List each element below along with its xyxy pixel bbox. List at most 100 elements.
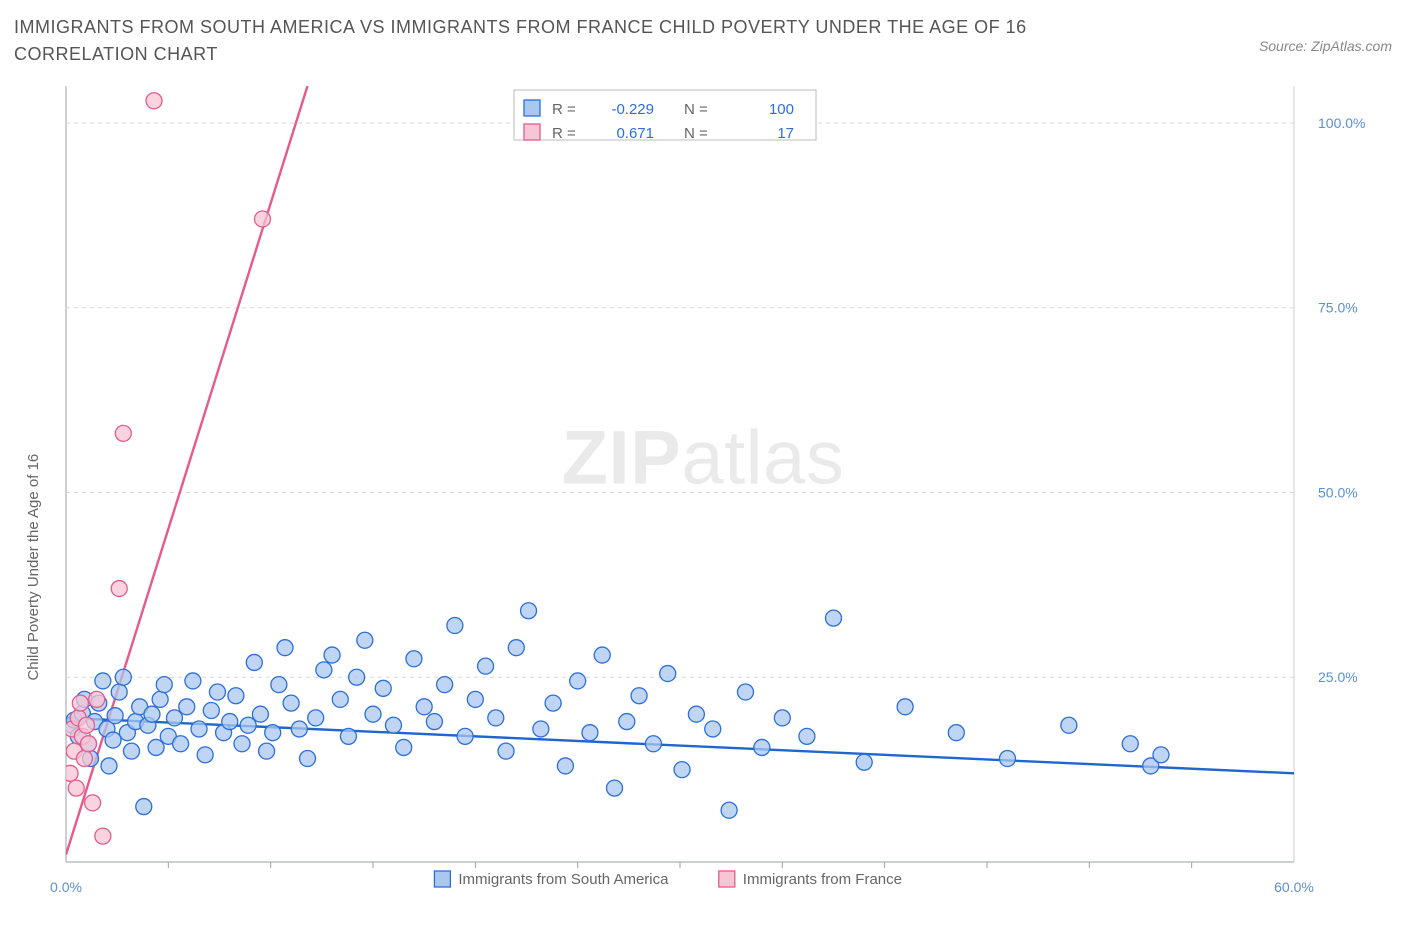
point-south_america (521, 603, 537, 619)
point-south_america (252, 706, 268, 722)
point-south_america (191, 721, 207, 737)
point-south_america (105, 732, 121, 748)
svg-text:R =: R = (552, 101, 576, 118)
legend-swatch (434, 871, 450, 887)
point-south_america (737, 684, 753, 700)
point-south_america (508, 640, 524, 656)
legend-label: Immigrants from South America (458, 871, 669, 888)
point-south_america (222, 714, 238, 730)
point-south_america (246, 654, 262, 670)
point-south_america (594, 647, 610, 663)
point-south_america (277, 640, 293, 656)
point-south_america (107, 708, 123, 724)
point-south_america (999, 751, 1015, 767)
point-south_america (265, 725, 281, 741)
point-south_america (197, 747, 213, 763)
point-south_america (416, 699, 432, 715)
point-south_america (688, 706, 704, 722)
point-south_america (101, 758, 117, 774)
point-south_america (283, 695, 299, 711)
point-france (81, 736, 97, 752)
svg-text:75.0%: 75.0% (1318, 300, 1358, 316)
point-south_america (754, 739, 770, 755)
point-south_america (1153, 747, 1169, 763)
point-south_america (209, 684, 225, 700)
point-south_america (234, 736, 250, 752)
point-south_america (457, 728, 473, 744)
point-france (85, 795, 101, 811)
point-south_america (95, 673, 111, 689)
legend-label: Immigrants from France (743, 871, 902, 888)
svg-text:0.671: 0.671 (616, 125, 654, 142)
point-south_america (426, 714, 442, 730)
point-south_america (385, 717, 401, 733)
point-south_america (774, 710, 790, 726)
point-south_america (136, 799, 152, 815)
point-france (76, 751, 92, 767)
point-france (115, 425, 131, 441)
svg-text:100: 100 (769, 101, 794, 118)
svg-text:N =: N = (684, 125, 708, 142)
point-france (78, 717, 94, 733)
point-south_america (173, 736, 189, 752)
point-south_america (316, 662, 332, 678)
svg-text:-0.229: -0.229 (611, 101, 654, 118)
point-south_america (660, 666, 676, 682)
point-south_america (365, 706, 381, 722)
point-south_america (1122, 736, 1138, 752)
point-south_america (582, 725, 598, 741)
point-south_america (185, 673, 201, 689)
point-south_america (631, 688, 647, 704)
point-south_america (396, 739, 412, 755)
point-south_america (291, 721, 307, 737)
point-south_america (144, 706, 160, 722)
svg-text:Child Poverty Under the Age of: Child Poverty Under the Age of 16 (25, 454, 42, 681)
point-south_america (1061, 717, 1077, 733)
point-south_america (799, 728, 815, 744)
point-south_america (406, 651, 422, 667)
point-south_america (721, 802, 737, 818)
svg-text:100.0%: 100.0% (1318, 115, 1365, 131)
point-south_america (447, 618, 463, 634)
point-south_america (357, 632, 373, 648)
chart-title: IMMIGRANTS FROM SOUTH AMERICA VS IMMIGRA… (14, 14, 1134, 68)
point-south_america (705, 721, 721, 737)
point-south_america (203, 702, 219, 718)
point-south_america (152, 691, 168, 707)
svg-text:R =: R = (552, 125, 576, 142)
point-south_america (228, 688, 244, 704)
point-france (146, 93, 162, 109)
point-south_america (324, 647, 340, 663)
svg-text:50.0%: 50.0% (1318, 484, 1358, 500)
point-south_america (557, 758, 573, 774)
point-france (62, 765, 78, 781)
point-south_america (375, 680, 391, 696)
svg-text:0.0%: 0.0% (50, 879, 82, 895)
point-south_america (619, 714, 635, 730)
svg-text:17: 17 (777, 125, 794, 142)
point-south_america (349, 669, 365, 685)
point-south_america (259, 743, 275, 759)
point-france (254, 211, 270, 227)
point-south_america (948, 725, 964, 741)
point-south_america (478, 658, 494, 674)
point-south_america (645, 736, 661, 752)
point-south_america (308, 710, 324, 726)
point-south_america (607, 780, 623, 796)
svg-text:60.0%: 60.0% (1274, 879, 1314, 895)
point-france (89, 691, 105, 707)
point-south_america (123, 743, 139, 759)
point-france (95, 828, 111, 844)
point-south_america (856, 754, 872, 770)
point-south_america (179, 699, 195, 715)
point-france (68, 780, 84, 796)
point-south_america (897, 699, 913, 715)
point-south_america (533, 721, 549, 737)
point-south_america (826, 610, 842, 626)
point-south_america (111, 684, 127, 700)
point-south_america (332, 691, 348, 707)
point-south_america (674, 762, 690, 778)
point-south_america (488, 710, 504, 726)
point-france (111, 581, 127, 597)
point-south_america (570, 673, 586, 689)
